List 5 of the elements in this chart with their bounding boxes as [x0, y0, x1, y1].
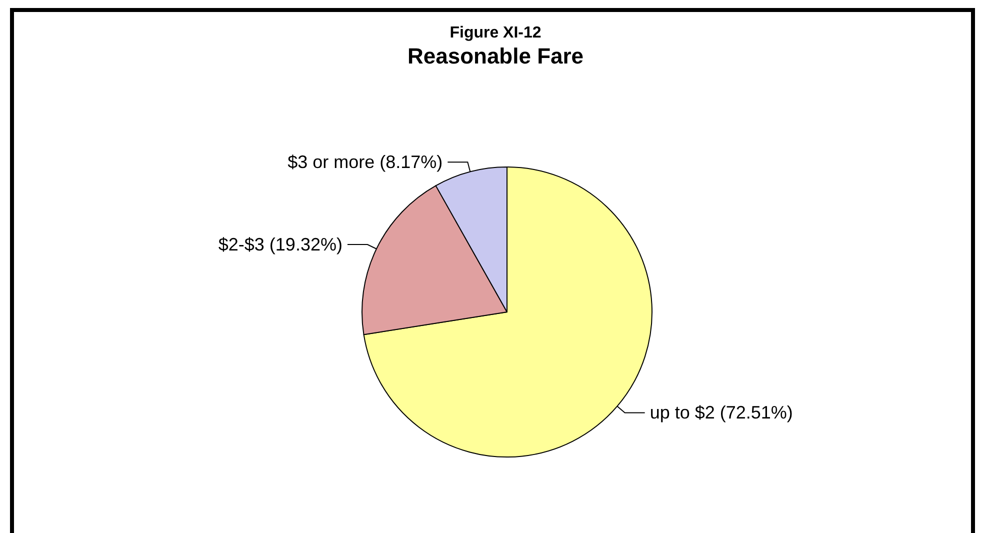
chart-subtitle: Figure XI-12 [450, 24, 542, 42]
slice-label: $3 or more (8.17%) [288, 152, 443, 172]
slice-label: $2-$3 (19.32%) [218, 234, 342, 255]
slice-label: up to $2 (72.51%) [650, 402, 793, 423]
chart-title: Reasonable Fare [407, 44, 584, 68]
